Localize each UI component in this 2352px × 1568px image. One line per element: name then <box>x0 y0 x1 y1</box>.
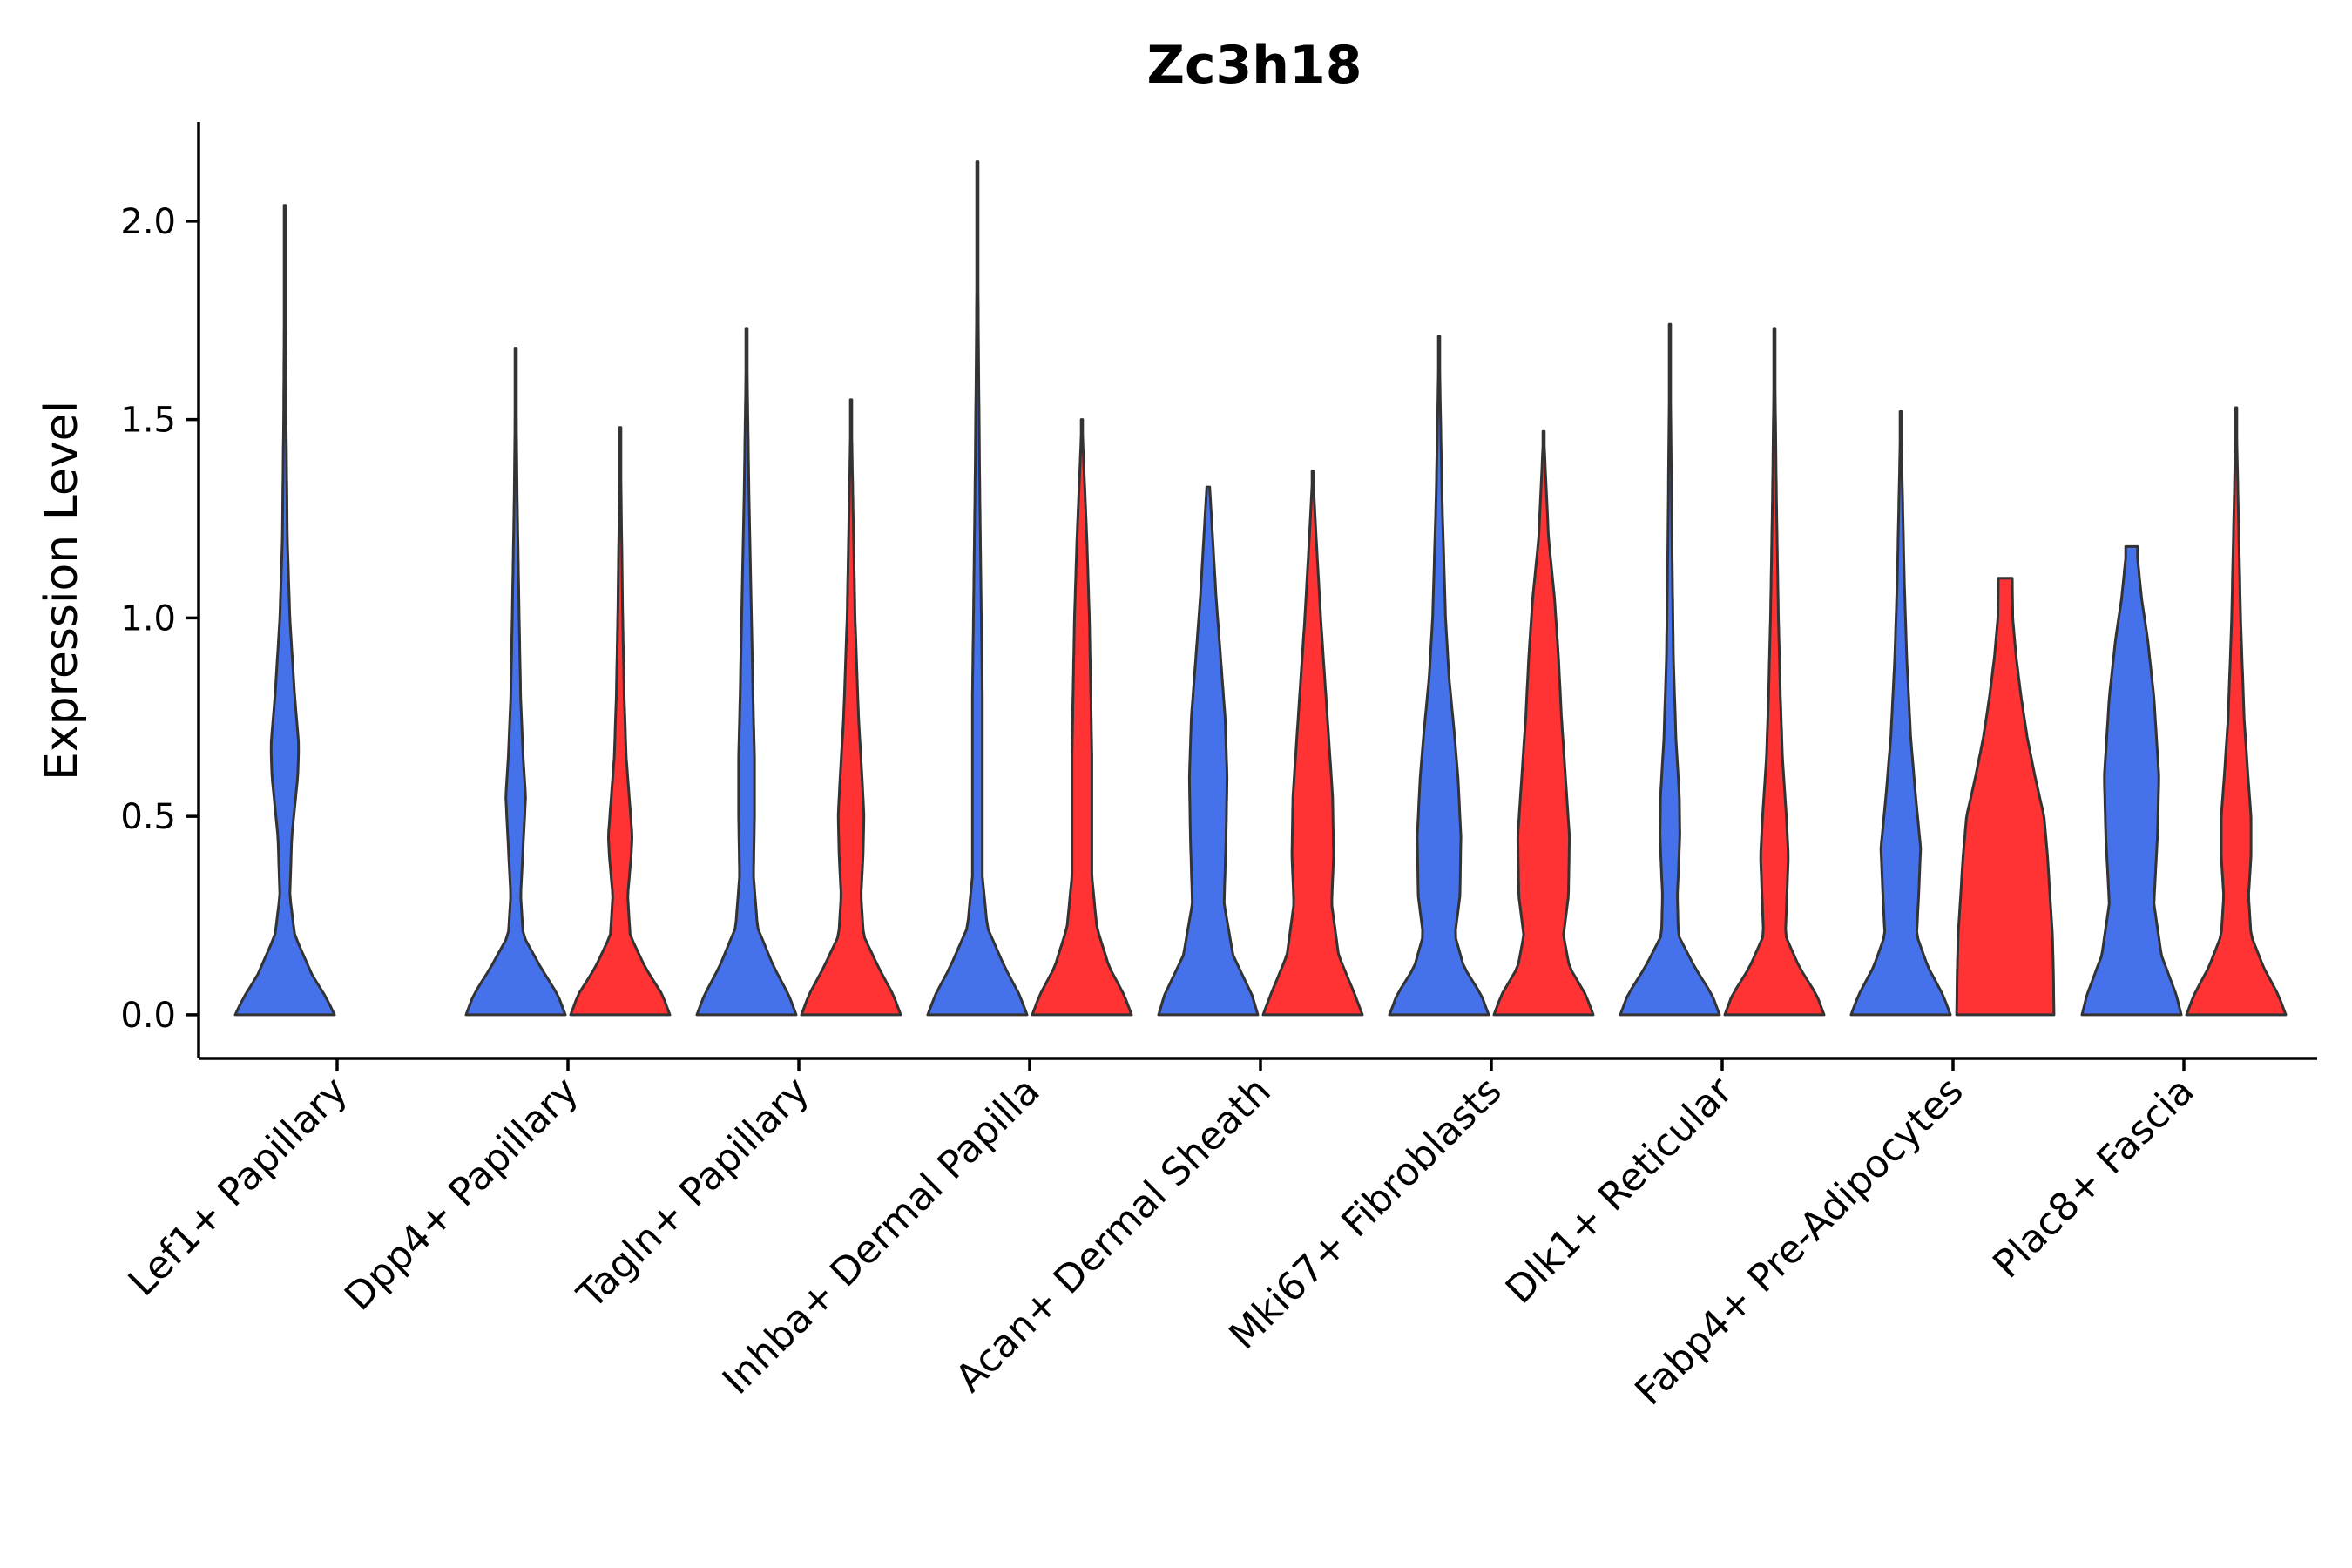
violin-6-group-2 <box>1492 429 1595 1017</box>
violin-9-group-1 <box>2080 544 2183 1017</box>
x-tick-label: Dpp4+ Papillary <box>336 1069 587 1320</box>
axes <box>186 122 2317 1071</box>
violin-layer <box>233 160 2288 1017</box>
violin-1-group-1 <box>233 204 336 1017</box>
violin-2-group-1 <box>464 347 567 1017</box>
y-tick-label: 0.0 <box>120 996 176 1036</box>
y-tick-label: 1.5 <box>120 401 176 441</box>
violin-7-group-1 <box>1619 322 1721 1017</box>
violin-5-group-2 <box>1261 470 1364 1017</box>
y-tick-label: 2.0 <box>120 202 176 242</box>
violin-7-group-2 <box>1723 327 1826 1017</box>
violin-4-group-1 <box>926 160 1029 1017</box>
y-tick-label: 0.5 <box>120 797 176 837</box>
x-tick-label: Tagln+ Papillary <box>569 1069 818 1318</box>
violin-5-group-1 <box>1157 485 1260 1017</box>
y-tick-labels: 0.0 0.5 1.0 1.5 2.0 <box>120 202 176 1036</box>
violin-3-group-2 <box>800 398 902 1017</box>
violin-4-group-2 <box>1031 418 1133 1017</box>
violin-8-group-2 <box>1955 577 2056 1017</box>
violin-8-group-1 <box>1849 410 1952 1017</box>
chart-title: Zc3h18 <box>1146 35 1362 96</box>
violin-6-group-1 <box>1388 335 1490 1017</box>
y-axis-label: Expression Level <box>36 401 88 781</box>
x-tick-label: Plac8+ Fascia <box>1984 1069 2203 1288</box>
violin-3-group-1 <box>695 327 798 1017</box>
x-tick-label: Lef1+ Papillary <box>120 1069 356 1305</box>
violin-9-group-2 <box>2185 406 2288 1017</box>
y-tick-label: 1.0 <box>120 598 176 639</box>
violin-2-group-2 <box>569 426 672 1017</box>
x-tick-label: Dlk1+ Reticular <box>1497 1068 1742 1313</box>
